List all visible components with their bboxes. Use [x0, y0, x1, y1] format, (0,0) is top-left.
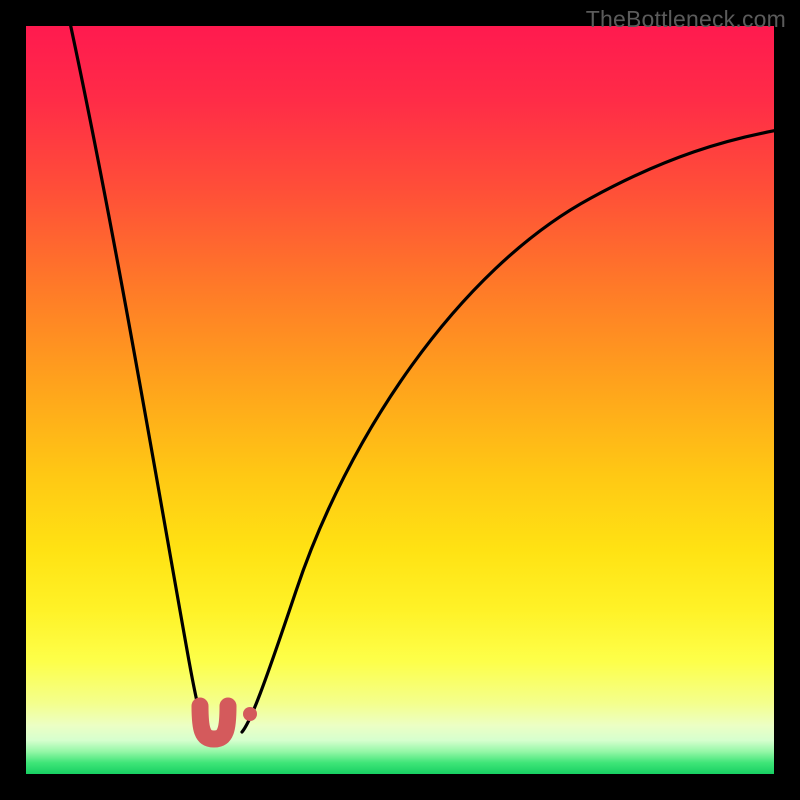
plot-svg [26, 26, 774, 774]
gradient-background [26, 26, 774, 774]
chart-frame: TheBottleneck.com [0, 0, 800, 800]
plot-area [26, 26, 774, 774]
watermark-label: TheBottleneck.com [586, 6, 786, 33]
valley-dot-marker [243, 707, 257, 721]
